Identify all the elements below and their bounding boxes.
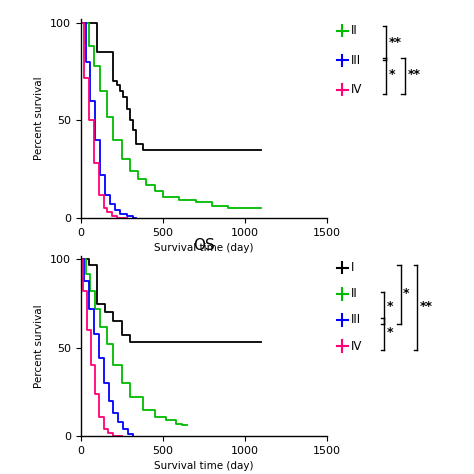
X-axis label: Survival time (day): Survival time (day): [154, 461, 254, 471]
Text: **: **: [408, 68, 420, 82]
Title: OS: OS: [193, 238, 215, 254]
Text: IV: IV: [351, 83, 362, 96]
Text: *: *: [403, 287, 410, 301]
Text: III: III: [351, 313, 361, 327]
Text: **: **: [419, 301, 432, 313]
Y-axis label: Percent survival: Percent survival: [34, 77, 44, 160]
Text: III: III: [351, 54, 361, 67]
Text: **: **: [389, 36, 401, 49]
Text: II: II: [351, 24, 357, 37]
Text: *: *: [386, 327, 393, 339]
Text: II: II: [351, 287, 357, 301]
Text: I: I: [351, 261, 354, 274]
Y-axis label: Percent survival: Percent survival: [34, 304, 44, 388]
Text: *: *: [386, 301, 393, 313]
X-axis label: Survival time (day): Survival time (day): [154, 243, 254, 253]
Text: IV: IV: [351, 339, 362, 353]
Text: *: *: [389, 68, 395, 82]
